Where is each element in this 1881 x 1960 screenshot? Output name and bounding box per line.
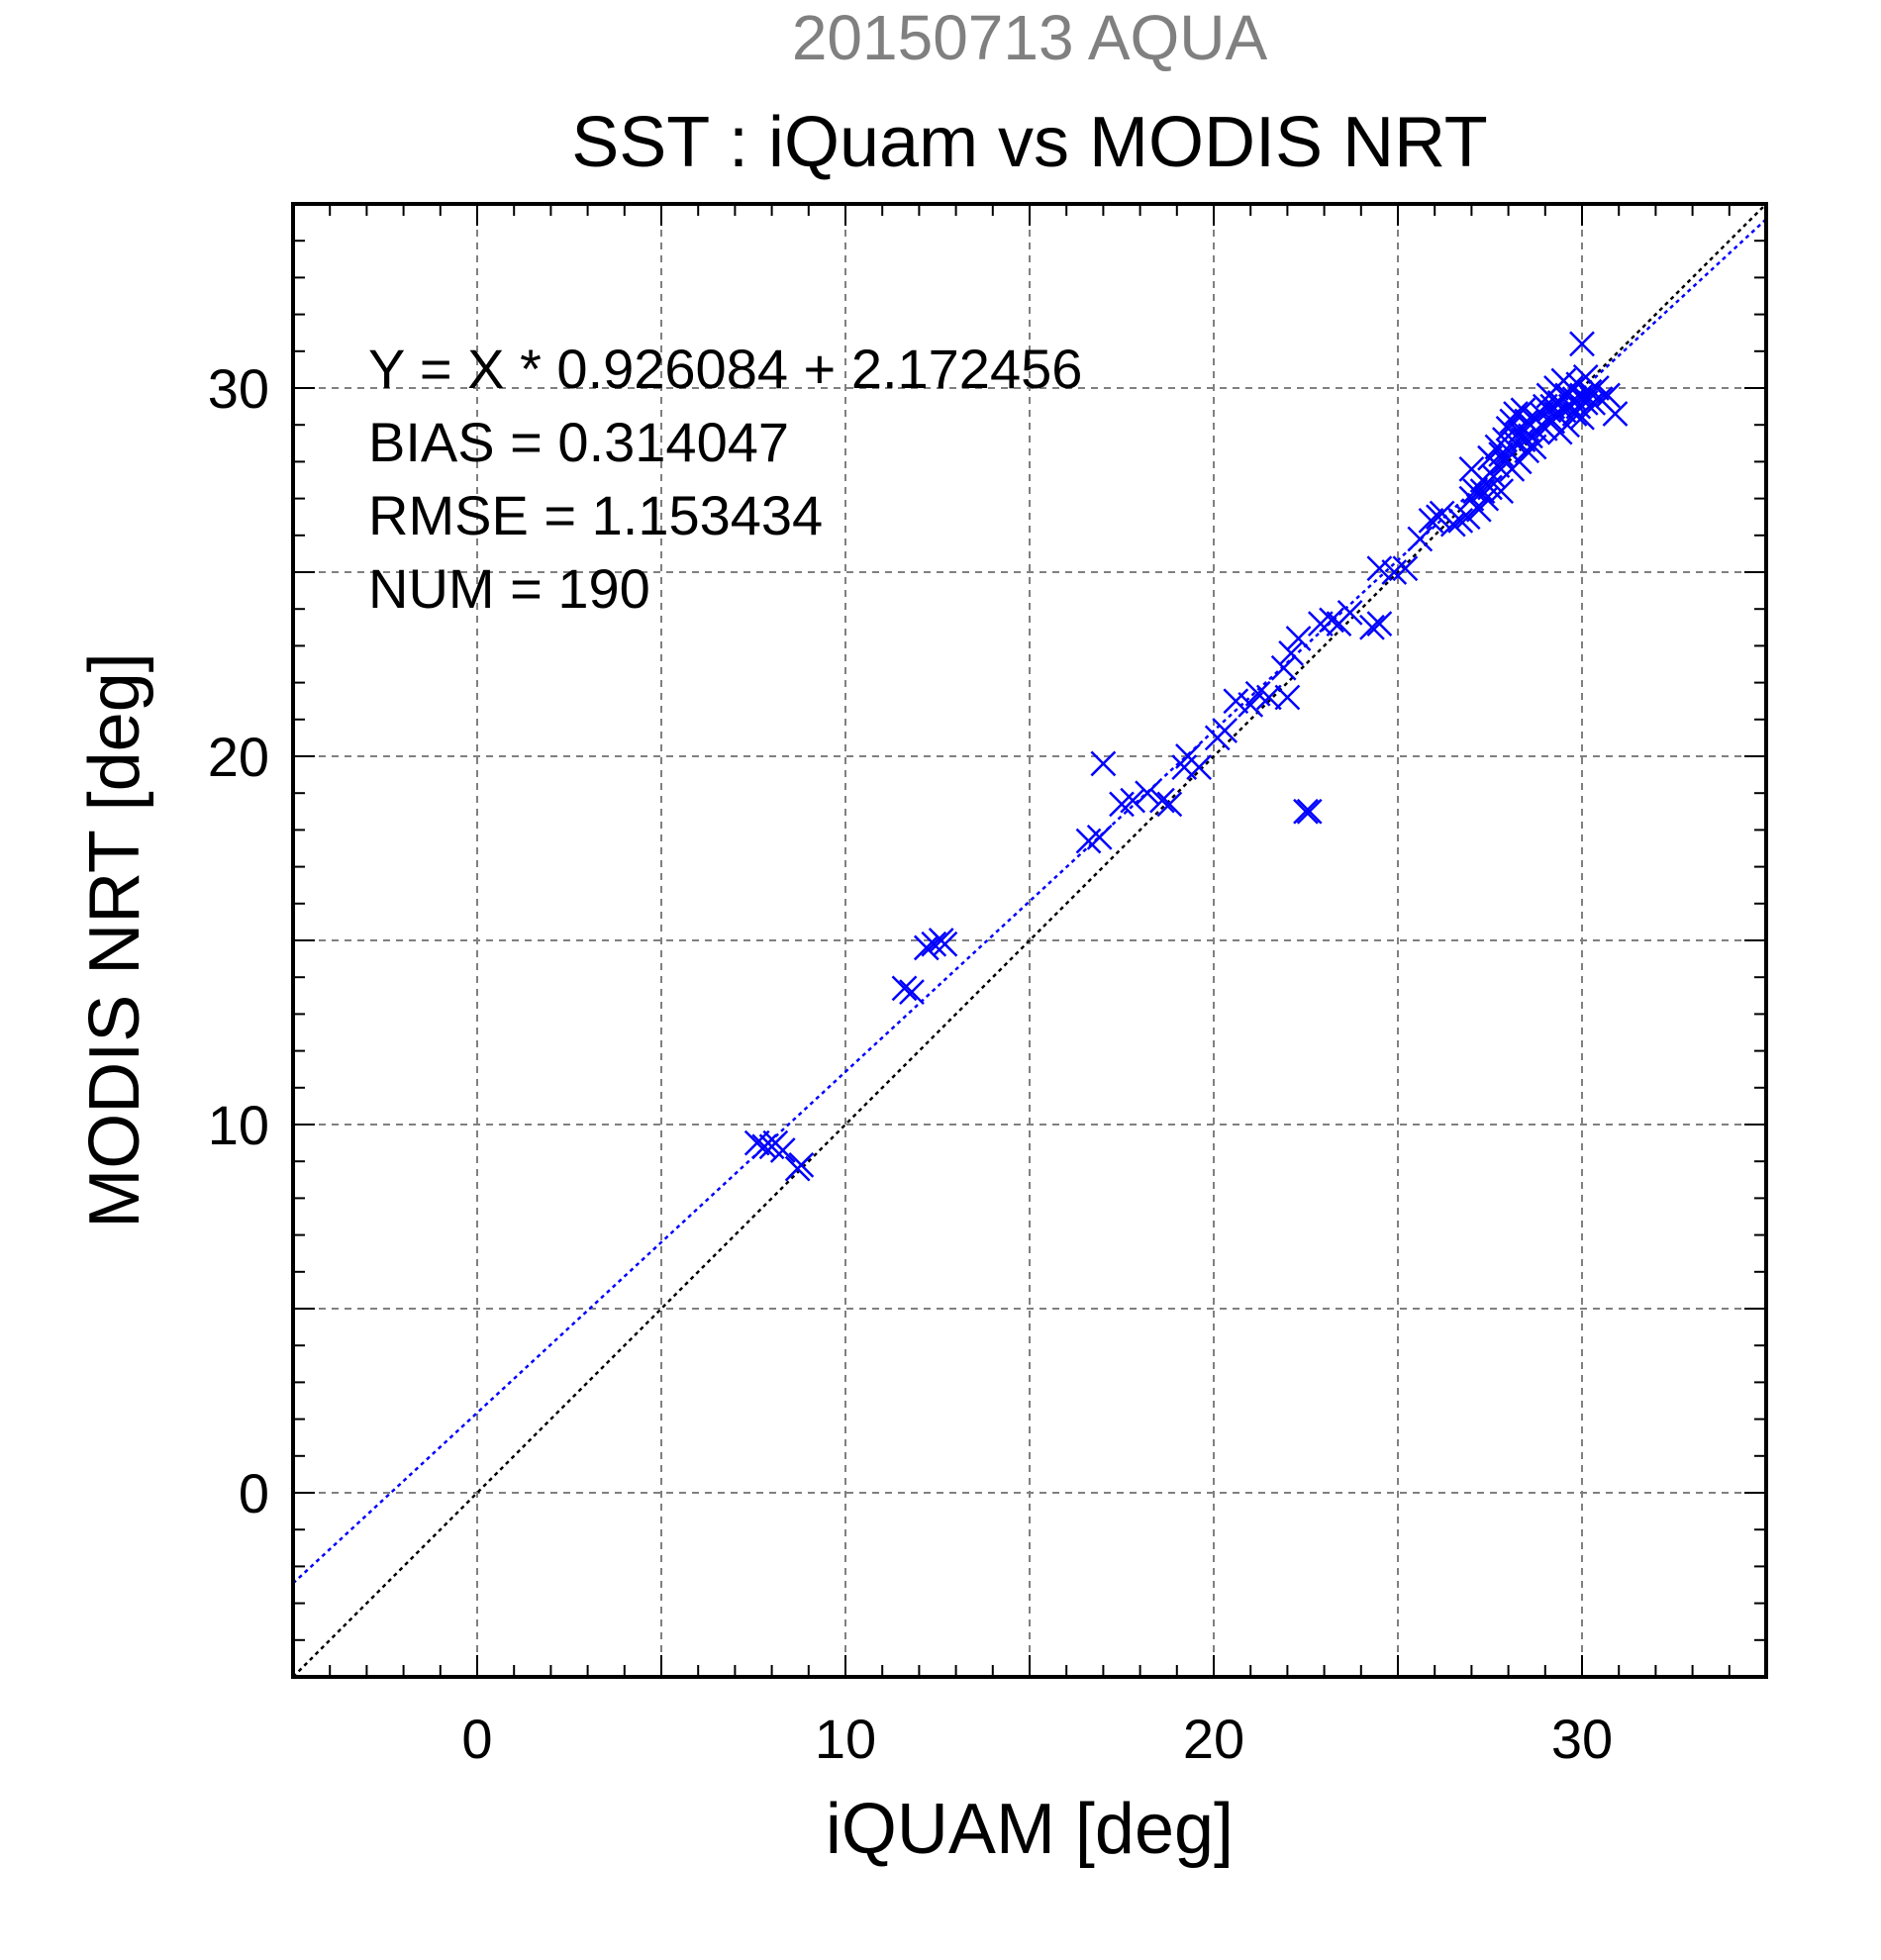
data-point <box>1212 718 1238 743</box>
data-point <box>1569 331 1595 357</box>
data-point <box>1580 389 1607 416</box>
data-point <box>1270 654 1297 681</box>
data-point <box>1278 639 1305 666</box>
y-tick-label: 0 <box>239 1462 269 1524</box>
data-point <box>1296 798 1323 825</box>
data-point <box>1285 626 1312 651</box>
x-tick-label: 0 <box>461 1708 492 1770</box>
x-tick-label: 10 <box>815 1708 876 1770</box>
chart-supertitle: 20150713 AQUA <box>792 2 1268 73</box>
data-point <box>1238 692 1264 718</box>
data-point <box>1359 614 1385 640</box>
data-point <box>891 975 918 1002</box>
data-point <box>769 1137 796 1163</box>
chart-title: SST : iQuam vs MODIS NRT <box>571 103 1488 182</box>
data-point <box>1149 787 1175 814</box>
data-point <box>1488 478 1515 505</box>
x-axis-label: iQUAM [deg] <box>826 1790 1234 1869</box>
data-point <box>1186 754 1213 781</box>
y-tick-label: 20 <box>208 726 269 788</box>
x-tick-labels: 0 10 20 30 <box>461 1708 1613 1770</box>
data-point <box>1319 607 1344 634</box>
data-point <box>1488 441 1515 467</box>
data-point <box>1366 555 1393 582</box>
stats-num: NUM = 190 <box>368 557 650 620</box>
data-point <box>788 1152 815 1178</box>
x-tick-label: 30 <box>1551 1708 1613 1770</box>
y-tick-labels: 0 10 20 30 <box>208 357 269 1524</box>
data-point <box>1156 791 1183 818</box>
y-tick-label: 30 <box>208 357 269 420</box>
x-tick-label: 20 <box>1183 1708 1244 1770</box>
grid <box>293 204 1766 1677</box>
stats-rmse: RMSE = 1.153434 <box>368 484 823 546</box>
data-point <box>1090 750 1117 777</box>
data-point <box>899 979 925 1005</box>
data-point <box>1447 508 1474 534</box>
data-point <box>1514 438 1540 464</box>
data-point <box>1418 508 1444 534</box>
data-point <box>1274 684 1301 711</box>
data-point <box>1135 780 1160 807</box>
data-point <box>1407 526 1434 552</box>
data-point <box>1293 798 1319 825</box>
data-point <box>932 931 958 957</box>
y-axis-label: MODIS NRT [deg] <box>75 652 154 1228</box>
data-point <box>1086 824 1113 850</box>
y-tick-label: 10 <box>208 1094 269 1156</box>
data-point <box>1255 684 1282 711</box>
data-points <box>743 331 1629 1182</box>
stats-bias: BIAS = 0.314047 <box>368 411 789 473</box>
data-point <box>921 931 947 957</box>
data-point <box>1595 382 1621 409</box>
stats-box: Y = X * 0.926084 + 2.172456 BIAS = 0.314… <box>368 338 1082 620</box>
data-point <box>1439 511 1466 538</box>
stats-regression: Y = X * 0.926084 + 2.172456 <box>368 338 1082 400</box>
data-point <box>1366 611 1393 637</box>
data-point <box>1521 434 1547 460</box>
plot-frame <box>291 202 1768 1679</box>
data-point <box>743 1129 770 1156</box>
data-point <box>1469 478 1496 505</box>
data-point <box>1602 401 1629 427</box>
data-point <box>1336 600 1363 626</box>
data-point <box>1392 555 1419 582</box>
data-point <box>1120 787 1146 814</box>
data-point <box>1223 688 1249 715</box>
